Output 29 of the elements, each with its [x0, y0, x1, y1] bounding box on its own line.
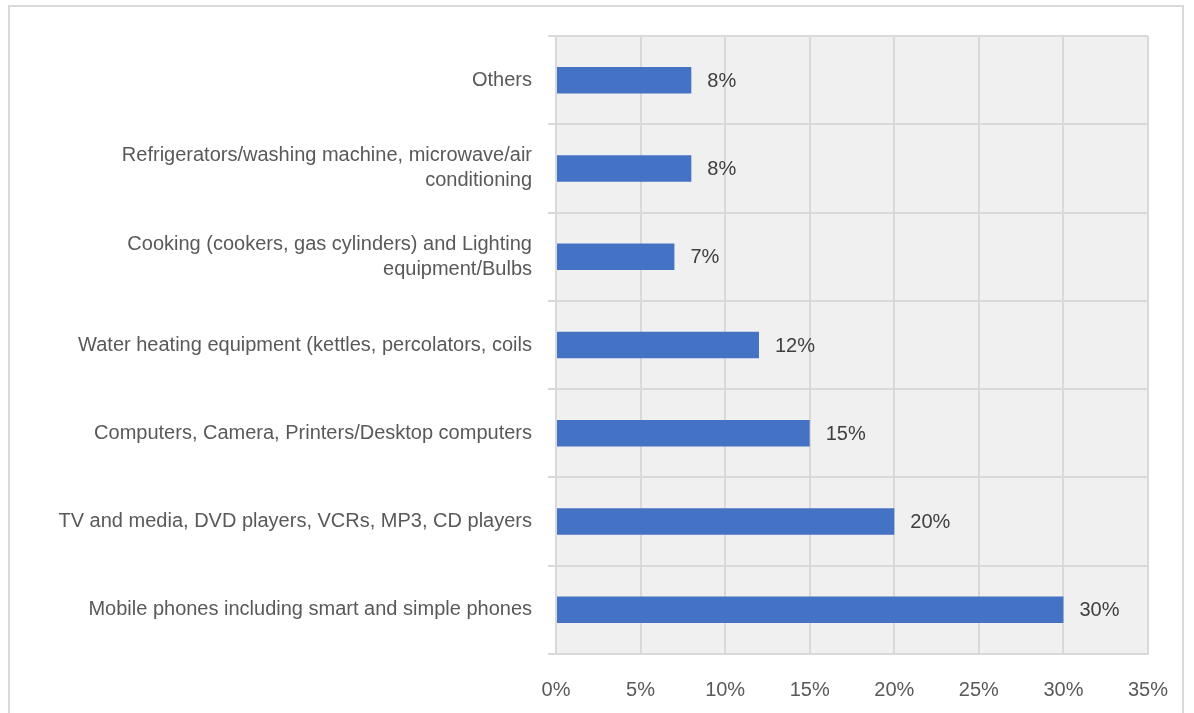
data-label: 20% — [910, 510, 951, 533]
data-label: 30% — [1079, 598, 1120, 621]
data-label: 15% — [825, 421, 866, 444]
bar — [557, 331, 759, 359]
data-label: 8% — [707, 156, 737, 179]
y-tick-label: TV and media, DVD players, VCRs, MP3, CD players — [58, 509, 532, 532]
y-tick-label: Mobile phones including smart and simple phones — [88, 597, 532, 620]
data-label: 12% — [774, 333, 816, 356]
bar — [557, 596, 1064, 624]
x-tick-label: 0% — [541, 677, 571, 700]
x-tick-label: 35% — [1127, 677, 1169, 700]
bar — [557, 508, 895, 535]
data-label: 8% — [707, 68, 737, 91]
y-tick-label: Water heating equipment (kettles, percolators, coils — [78, 332, 532, 355]
y-tick-label: Computers, Camera, Printers/Desktop computers — [94, 420, 532, 443]
bar — [557, 243, 675, 270]
y-tick-label: Others — [471, 67, 532, 90]
x-tick-label: 15% — [789, 677, 830, 700]
x-tick-label: 25% — [958, 677, 1000, 700]
y-tick-label: Cooking (cookers, gas cylinders) and Lighting equipment/Bulbs — [127, 231, 532, 279]
x-tick-label: 30% — [1043, 677, 1084, 700]
x-tick-label: 5% — [626, 677, 656, 700]
x-tick-label: 10% — [705, 677, 746, 700]
bar — [557, 155, 692, 182]
bar — [557, 66, 692, 94]
data-label: 7% — [690, 245, 720, 268]
x-tick-label: 20% — [874, 677, 915, 700]
y-tick-label: Refrigerators/washing machine, microwave/air conditioning — [121, 143, 533, 191]
bar — [557, 420, 810, 447]
